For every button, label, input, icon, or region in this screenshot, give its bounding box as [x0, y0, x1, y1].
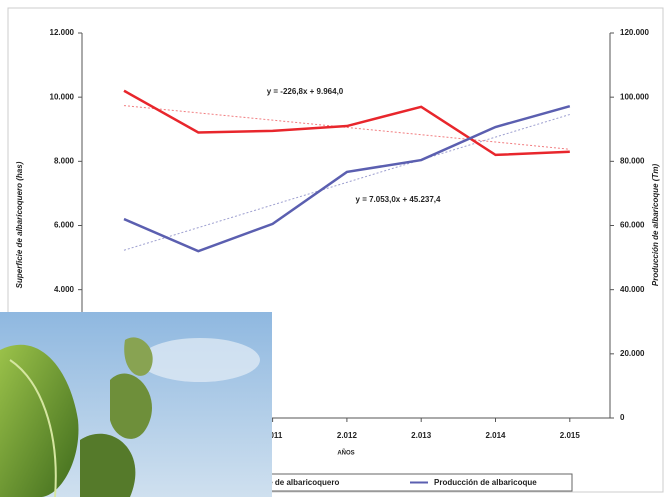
x-tick-label: 2.012 — [337, 431, 358, 440]
y-tick-label: 8.000 — [54, 156, 75, 165]
y-tick-label: 4.000 — [54, 285, 75, 294]
y-tick-label: 10.000 — [50, 92, 75, 101]
y2-tick-label: 40.000 — [620, 285, 645, 294]
x-axis-label: AÑOS — [337, 450, 354, 457]
y2-axis-label: Producción de albaricoque (Tm) — [651, 164, 660, 287]
y-axis-label: Superficie de albaricoquero (has) — [15, 161, 24, 288]
y2-tick-label: 20.000 — [620, 349, 645, 358]
photo — [0, 312, 272, 497]
trend-equation: y = 7.053,0x + 45.237,4 — [356, 195, 442, 204]
line — [123, 89, 570, 157]
y2-tick-label: 0 — [620, 413, 625, 422]
x-tick-label: 2.015 — [560, 431, 581, 440]
y-tick-label: 6.000 — [54, 221, 75, 230]
line — [123, 104, 571, 253]
x-tick-label: 2.014 — [485, 431, 506, 440]
legend-label: Superficie de albaricoquero — [234, 478, 339, 487]
y2-tick-label: 120.000 — [620, 28, 649, 37]
x-tick-label: 2.013 — [411, 431, 432, 440]
x-tick-label: 2.011 — [263, 431, 283, 440]
legend-label: Producción de albaricoque — [434, 478, 537, 487]
y-tick-label: 12.000 — [50, 28, 75, 37]
y2-tick-label: 60.000 — [620, 221, 645, 230]
y2-tick-label: 80.000 — [620, 156, 645, 165]
trendline — [123, 113, 570, 251]
y2-tick-label: 100.000 — [620, 92, 649, 101]
trend-equation: y = -226,8x + 9.964,0 — [267, 87, 344, 96]
trendline — [123, 105, 570, 150]
